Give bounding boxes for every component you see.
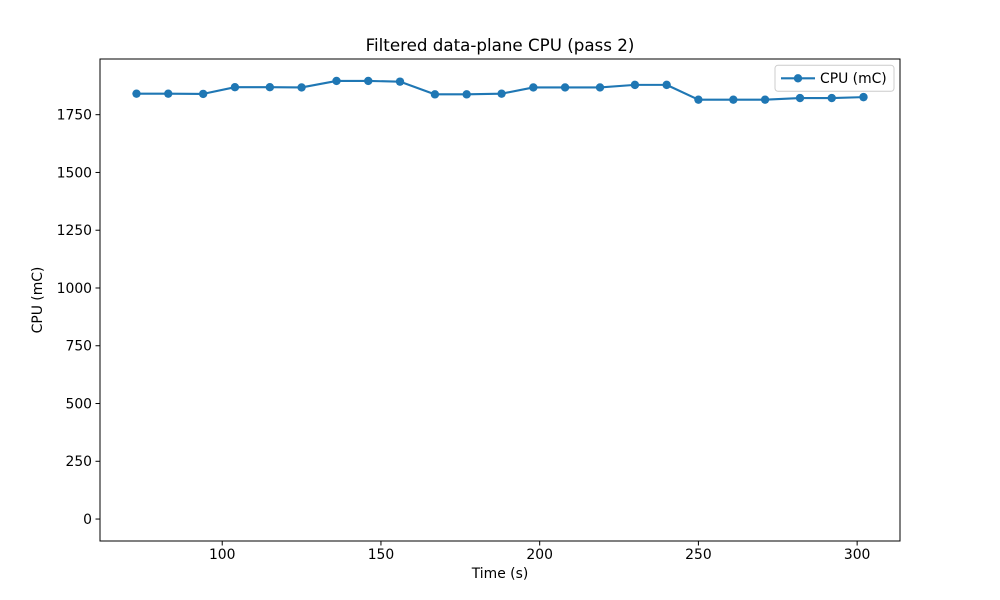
legend: CPU (mC) (774, 64, 895, 92)
y-tick-label: 0 (83, 512, 92, 528)
y-tick-label: 1750 (57, 107, 92, 123)
data-point-marker (364, 76, 373, 86)
y-tick-label: 1000 (57, 281, 92, 297)
x-tick-label: 100 (209, 547, 236, 563)
data-point-marker (430, 90, 440, 99)
data-point-marker (859, 92, 868, 102)
data-point-marker (529, 83, 538, 92)
data-point-marker (795, 93, 805, 103)
data-point-marker (630, 80, 640, 90)
data-point-marker (132, 89, 141, 98)
y-axis-label: CPU (mC) (30, 267, 46, 334)
chart-title: Filtered data-plane CPU (pass 2) (366, 35, 635, 55)
data-point-marker (297, 83, 306, 92)
data-point-marker (265, 82, 275, 92)
data-point-marker (827, 93, 836, 103)
data-point-marker (332, 76, 341, 86)
data-point-marker (760, 95, 770, 104)
x-axis-label: Time (s) (471, 566, 529, 582)
data-point-marker (595, 83, 605, 92)
y-tick-label: 500 (65, 396, 92, 412)
legend-box (774, 64, 895, 92)
x-tick-label: 150 (368, 547, 395, 563)
y-tick-label: 750 (65, 339, 92, 355)
data-point-marker (694, 95, 703, 104)
x-tick-label: 200 (526, 547, 553, 563)
data-point-marker (462, 90, 471, 99)
data-point-marker (198, 89, 208, 99)
data-point-marker (230, 82, 240, 92)
data-point-marker (729, 95, 738, 104)
data-point-marker (164, 89, 173, 98)
data-point-marker (560, 83, 570, 92)
data-point-marker (395, 77, 405, 86)
data-point-marker (662, 80, 671, 90)
y-tick-label: 1250 (57, 223, 92, 239)
legend-label: CPU (mC) (820, 71, 887, 87)
y-tick-label: 1500 (57, 165, 92, 181)
y-tick-label: 250 (65, 454, 92, 470)
x-tick-label: 250 (685, 547, 712, 563)
axes-frame (99, 58, 901, 542)
plot-area: 100 150 200 250 300 0 250 500 750 1000 1250 1500 175… (57, 58, 901, 563)
data-point-marker (497, 89, 506, 98)
x-tick-label: 300 (844, 547, 871, 563)
legend-marker-sample (793, 74, 803, 83)
